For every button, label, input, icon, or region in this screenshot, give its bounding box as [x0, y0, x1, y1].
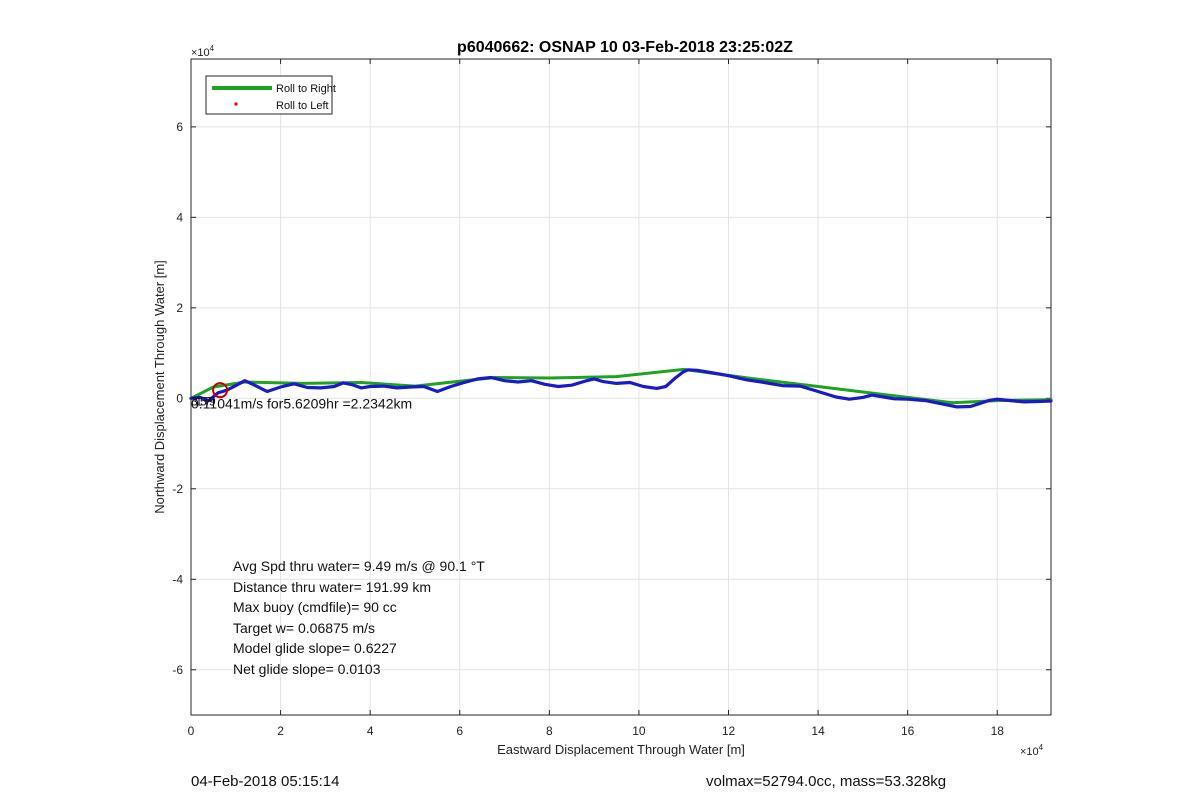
y-exponent: ×104	[191, 44, 215, 59]
legend: Roll to Right Roll to Left	[205, 75, 336, 115]
axis-ticks: 0 2 4 6 8 10 12 14 16 18 -6 -4 -2 0 2 4 6	[172, 59, 1051, 738]
x-tick-label: 12	[722, 724, 736, 738]
segment-annotation: 0.11041m/s for5.6209hr =2.2342km	[191, 395, 412, 411]
y-tick-label: -2	[172, 482, 183, 496]
y-tick-label: -4	[172, 572, 183, 586]
x-tick-label: 14	[811, 724, 825, 738]
legend-label-roll-left: Roll to Left	[276, 100, 329, 112]
y-tick-label: -6	[172, 663, 183, 677]
legend-dot-roll-left	[234, 102, 238, 106]
y-axis-label: Northward Displacement Through Water [m]	[152, 260, 167, 514]
svg-text:×104: ×104	[1020, 743, 1044, 758]
y-tick-label: 6	[176, 120, 183, 134]
series-line-track	[189, 368, 1053, 409]
x-axis-label: Eastward Displacement Through Water [m]	[497, 742, 745, 757]
x-tick-label: 16	[901, 724, 915, 738]
footer-timestamp: 04-Feb-2018 05:15:14	[191, 773, 340, 790]
stats-block: Avg Spd thru water= 9.49 m/s @ 90.1 °T D…	[233, 558, 485, 677]
svg-text:×104: ×104	[191, 44, 215, 59]
y-exponent-base: ×10	[191, 47, 210, 59]
stats-max-buoy: Max buoy (cmdfile)= 90 cc	[233, 599, 397, 615]
stats-target-w: Target w= 0.06875 m/s	[233, 620, 375, 636]
overlap-label: 9	[209, 394, 216, 408]
red-circle-marker	[212, 382, 229, 399]
x-tick-label: 10	[632, 724, 646, 738]
stats-distance: Distance thru water= 191.99 km	[233, 579, 431, 595]
y-exponent-power: 4	[210, 44, 215, 53]
x-tick-label: 0	[188, 724, 195, 738]
x-tick-label: 8	[546, 724, 553, 738]
x-tick-label: 18	[991, 724, 1005, 738]
stats-avg-speed: Avg Spd thru water= 9.49 m/s @ 90.1 °T	[233, 558, 485, 574]
legend-box	[205, 75, 333, 115]
legend-label-roll-right: Roll to Right	[276, 83, 336, 95]
overlap-label: 7	[205, 394, 212, 408]
y-tick-label: 0	[176, 391, 183, 405]
series-layer	[189, 367, 1053, 409]
axes-box	[190, 58, 1052, 716]
chart-title: p6040662: OSNAP 10 03-Feb-2018 23:25:02Z	[457, 39, 793, 56]
y-tick-label: 4	[176, 210, 183, 224]
stats-net-glide: Net glide slope= 0.0103	[233, 661, 381, 677]
x-tick-label: 4	[367, 724, 374, 738]
series-line-roll-right	[189, 367, 1053, 405]
y-tick-label: 2	[176, 301, 183, 315]
overlap-label: 1	[196, 394, 203, 408]
x-exponent-base: ×10	[1020, 746, 1039, 758]
overlap-label: 5	[200, 394, 207, 408]
overlap-label: 3	[191, 394, 198, 408]
x-exponent: ×104	[1020, 743, 1044, 758]
x-exponent-power: 4	[1039, 743, 1044, 752]
x-tick-label: 2	[277, 724, 284, 738]
x-tick-label: 6	[456, 724, 463, 738]
stats-model-glide: Model glide slope= 0.6227	[233, 640, 397, 656]
footer-summary: volmax=52794.0cc, mass=53.328kg	[706, 773, 947, 790]
